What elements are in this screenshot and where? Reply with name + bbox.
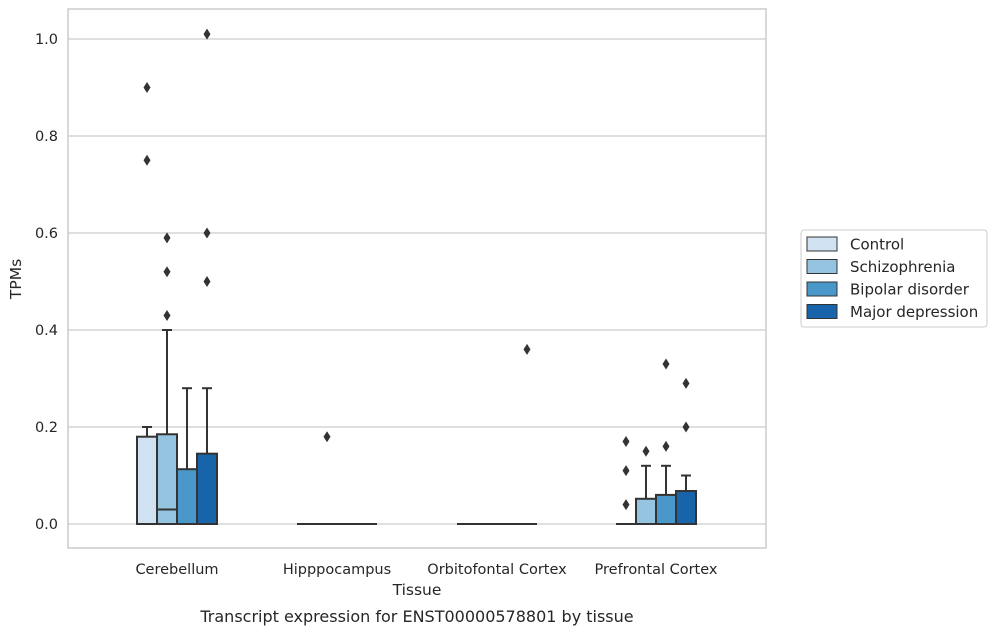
y-tick-label: 0.2: [35, 420, 58, 436]
legend-label: Major depression: [850, 303, 978, 321]
legend-label: Schizophrenia: [850, 258, 955, 276]
outlier-point: [682, 377, 690, 389]
box-0-1: [156, 329, 178, 525]
outlier-point: [163, 309, 171, 321]
plot-frame: [67, 8, 767, 549]
x-axis-label: Tissue: [392, 581, 442, 599]
outlier-point: [163, 266, 171, 278]
outlier-point: [203, 28, 211, 40]
outlier-point: [622, 465, 630, 477]
outlier-point: [662, 440, 670, 452]
box-3-3: [675, 474, 697, 525]
x-axis-ticks: Cerebellum Hipppocampus Orbitofontal Corte…: [135, 562, 717, 578]
outlier-point: [323, 431, 331, 443]
y-tick-label: 0.4: [35, 323, 58, 339]
box-0-2: [176, 387, 198, 526]
box-3-2: [655, 464, 677, 525]
outlier-point: [163, 232, 171, 244]
y-tick-label: 0.6: [35, 226, 58, 242]
legend-label: Bipolar disorder: [850, 281, 970, 299]
legend-swatch: [806, 259, 838, 274]
outlier-point: [642, 445, 650, 457]
box-body: [196, 452, 218, 525]
legend-frame: [800, 229, 988, 328]
y-tick-label: 0.0: [35, 517, 58, 533]
y-tick-label: 1.0: [35, 32, 58, 48]
legend-swatch: [806, 281, 838, 297]
box-body: [635, 497, 657, 525]
legend-label: Control: [850, 236, 904, 254]
outlier-point: [622, 436, 630, 448]
figure-caption: Transcript expression for ENST0000057880…: [199, 607, 633, 626]
box-body: [136, 435, 158, 526]
outlier-point: [662, 358, 670, 370]
legend: Control Schizophrenia Bipolar disorder Majo…: [800, 229, 988, 328]
x-tick-label: Prefrontal Cortex: [595, 562, 718, 578]
x-tick-label: Cerebellum: [135, 562, 218, 578]
legend-swatch: [806, 304, 838, 319]
boxes: [136, 329, 697, 526]
outlier-point: [143, 154, 151, 166]
legend-swatch: [806, 236, 838, 252]
outlier-point: [622, 499, 630, 511]
box-body: [176, 468, 198, 526]
box-body: [655, 493, 677, 525]
outlier-point: [682, 421, 690, 433]
box-0-0: [136, 426, 158, 526]
y-axis-ticks: 0.0 0.2 0.4 0.6 0.8 1.0: [35, 32, 58, 533]
box-0-3: [196, 387, 218, 525]
x-tick-label: Orbitofontal Cortex: [427, 562, 567, 578]
x-tick-label: Hipppocampus: [283, 562, 391, 578]
box-body: [156, 433, 178, 525]
outlier-point: [523, 343, 531, 355]
outliers: [143, 28, 690, 511]
box-body: [675, 490, 697, 525]
outlier-point: [203, 276, 211, 287]
plot-background: [68, 9, 766, 548]
outlier-point: [143, 82, 151, 93]
y-axis-label: TPMs: [7, 259, 25, 300]
y-tick-label: 0.8: [35, 129, 58, 145]
outlier-point: [203, 227, 211, 239]
